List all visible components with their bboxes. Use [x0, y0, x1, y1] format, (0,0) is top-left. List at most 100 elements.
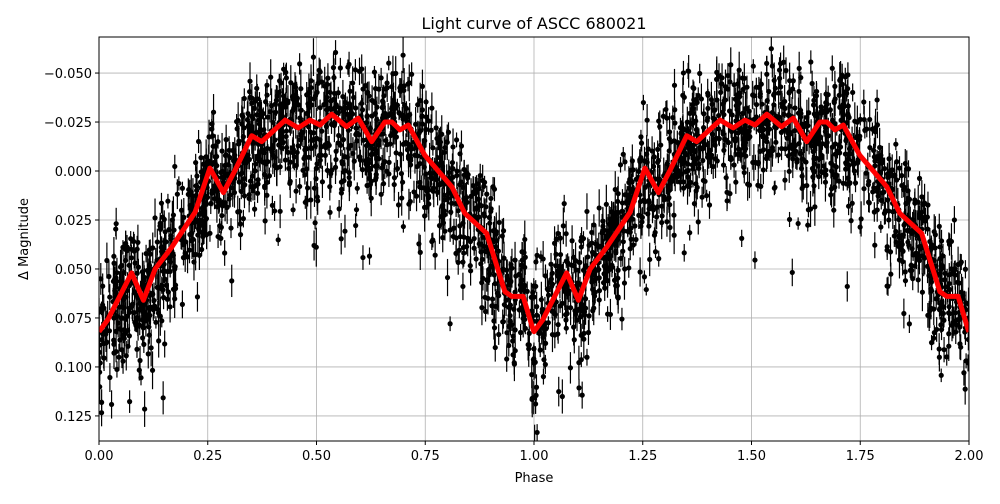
data-point — [114, 270, 119, 275]
data-point — [535, 253, 540, 258]
data-point — [422, 205, 427, 210]
data-point — [327, 143, 332, 148]
data-point — [826, 92, 831, 97]
data-point — [723, 84, 728, 89]
data-point — [327, 184, 332, 189]
data-point — [934, 296, 939, 301]
data-point — [159, 318, 164, 323]
data-point — [716, 126, 721, 131]
data-point — [952, 217, 957, 222]
data-point — [616, 191, 621, 196]
data-point — [894, 240, 899, 245]
data-point — [360, 255, 365, 260]
data-point — [168, 236, 173, 241]
data-point — [880, 190, 885, 195]
data-point — [941, 347, 946, 352]
data-point — [897, 165, 902, 170]
data-point — [601, 271, 606, 276]
data-point — [482, 295, 487, 300]
data-point — [127, 399, 132, 404]
data-point — [336, 110, 341, 115]
data-point — [449, 201, 454, 206]
data-point — [369, 196, 374, 201]
data-point — [568, 305, 573, 310]
data-point — [348, 143, 353, 148]
data-point — [653, 249, 658, 254]
data-point — [685, 128, 690, 133]
data-point — [150, 245, 155, 250]
data-point — [497, 220, 502, 225]
data-point — [263, 218, 268, 223]
data-point — [106, 274, 111, 279]
data-point — [359, 101, 364, 106]
data-point — [323, 153, 328, 158]
data-point — [311, 55, 316, 60]
data-point — [686, 168, 691, 173]
data-point — [771, 102, 776, 107]
data-point — [197, 253, 202, 258]
data-point — [878, 224, 883, 229]
data-point — [733, 180, 738, 185]
data-point — [186, 187, 191, 192]
data-point — [805, 223, 810, 228]
data-point — [165, 199, 170, 204]
data-point — [125, 328, 130, 333]
data-point — [633, 237, 638, 242]
data-point — [113, 282, 118, 287]
data-point — [787, 169, 792, 174]
data-point — [893, 142, 898, 147]
data-point — [372, 69, 377, 74]
data-point — [670, 179, 675, 184]
data-point — [664, 116, 669, 121]
data-point — [675, 174, 680, 179]
data-point — [621, 239, 626, 244]
data-point — [862, 128, 867, 133]
data-point — [691, 102, 696, 107]
data-point — [374, 172, 379, 177]
data-point — [562, 286, 567, 291]
data-point — [558, 267, 563, 272]
data-point — [168, 269, 173, 274]
data-point — [146, 324, 151, 329]
data-point — [786, 132, 791, 137]
data-point — [459, 143, 464, 148]
data-point — [433, 253, 438, 258]
data-point — [215, 234, 220, 239]
data-point — [183, 251, 188, 256]
data-point — [713, 143, 718, 148]
data-point — [846, 204, 851, 209]
data-point — [845, 72, 850, 77]
data-point — [124, 353, 129, 358]
data-point — [135, 240, 140, 245]
data-point — [735, 92, 740, 97]
data-point — [468, 268, 473, 273]
data-point — [579, 357, 584, 362]
data-point — [160, 287, 165, 292]
data-point — [340, 161, 345, 166]
data-point — [845, 284, 850, 289]
data-point — [782, 178, 787, 183]
data-point — [939, 327, 944, 332]
data-point — [725, 198, 730, 203]
data-point — [219, 175, 224, 180]
data-point — [175, 192, 180, 197]
data-point — [217, 199, 222, 204]
data-point — [690, 85, 695, 90]
data-point — [556, 231, 561, 236]
data-point — [866, 182, 871, 187]
data-point — [384, 169, 389, 174]
data-point — [122, 305, 127, 310]
data-point — [697, 71, 702, 76]
data-point — [489, 206, 494, 211]
data-point — [619, 316, 624, 321]
data-point — [130, 303, 135, 308]
data-point — [331, 65, 336, 70]
data-point — [901, 311, 906, 316]
data-point — [338, 143, 343, 148]
data-point — [581, 331, 586, 336]
data-point — [434, 125, 439, 130]
data-point — [121, 270, 126, 275]
data-point — [747, 182, 752, 187]
data-point — [939, 238, 944, 243]
data-point — [97, 384, 102, 389]
